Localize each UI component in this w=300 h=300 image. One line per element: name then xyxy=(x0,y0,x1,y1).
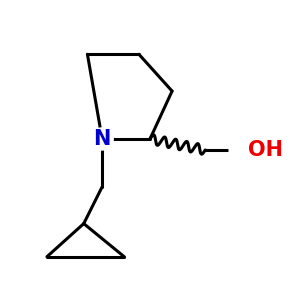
Text: OH: OH xyxy=(248,140,283,160)
Circle shape xyxy=(91,128,113,150)
Circle shape xyxy=(229,134,262,166)
Text: N: N xyxy=(94,129,111,149)
